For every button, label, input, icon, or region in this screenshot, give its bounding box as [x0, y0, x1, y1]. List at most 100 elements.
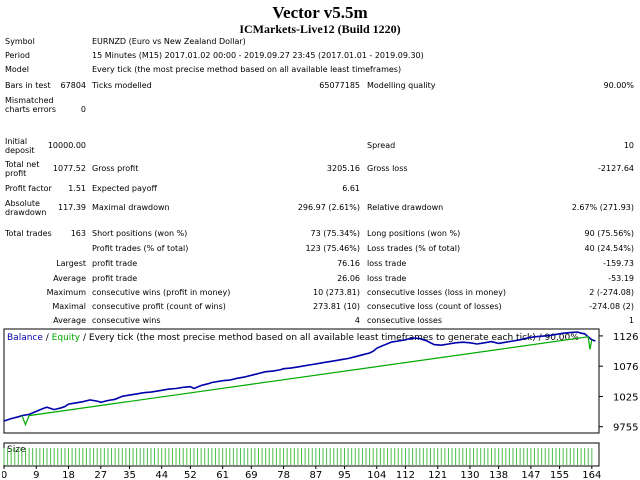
maximum-label: Maximum: [46, 288, 86, 297]
max-cons-wins-label: consecutive wins (profit in money): [92, 288, 231, 297]
profit-trades-label: Profit trades (% of total): [92, 244, 189, 253]
grossloss-value: -2127.64: [598, 164, 634, 173]
largest-profit-label: profit trade: [92, 259, 138, 268]
series-lines: [3, 331, 596, 427]
pf-label: Profit factor: [5, 184, 52, 193]
size-label: Size: [7, 445, 26, 455]
max-cons-losses-label: consecutive losses (loss in money): [367, 288, 507, 297]
maximal-loss-value: -274.08 (2): [589, 302, 634, 311]
max-cons-losses-value: 2 (-274.08): [589, 288, 634, 297]
balance-chart: Balance / Equity / Every tick (the most …: [2, 328, 638, 480]
reldd-label: Relative drawdown: [367, 203, 444, 212]
legend-rest: / Every tick (the most precise method ba…: [80, 333, 579, 343]
x-tick-label: 155: [550, 470, 569, 480]
largest-label: Largest: [56, 259, 86, 268]
model-label: Model: [5, 65, 30, 74]
netprofit-value: 1077.52: [52, 164, 86, 173]
spread-value: 10: [623, 141, 634, 150]
average-label: Average: [53, 274, 86, 283]
pf-value: 1.51: [68, 184, 86, 193]
deposit-value: 10000.00: [47, 141, 86, 150]
x-tick-label: 35: [123, 470, 136, 480]
average-profit-value: 26.06: [337, 274, 360, 283]
quality-value: 90.00%: [603, 81, 634, 90]
maxdd-value: 296.97 (2.61%): [297, 203, 360, 212]
symbol-label: Symbol: [5, 37, 35, 46]
average-profit-label: profit trade: [92, 274, 138, 283]
avg-cons-wins-value: 4: [354, 316, 360, 325]
trades-value: 163: [70, 229, 86, 238]
ep-value: 6.61: [342, 184, 360, 193]
spread-label: Spread: [367, 141, 396, 150]
maximal-profit-label: consecutive profit (count of wins): [92, 302, 226, 311]
x-tick-label: 27: [94, 470, 107, 480]
max-cons-wins-value: 10 (273.81): [313, 288, 360, 297]
largest-loss-label: loss trade: [367, 259, 407, 268]
x-tick-label: 121: [428, 470, 447, 480]
ep-label: Expected payoff: [92, 184, 157, 193]
period-value: 15 Minutes (M15) 2017.01.02 00:00 - 2019…: [92, 51, 424, 60]
grossprofit-label: Gross profit: [92, 164, 139, 173]
bars-label: Bars in test: [5, 81, 51, 90]
x-tick-label: 61: [216, 470, 229, 480]
x-tick-label: 78: [277, 470, 290, 480]
report-subtitle: ICMarkets-Live12 (Build 1220): [239, 22, 401, 36]
x-tick-label: 18: [62, 470, 75, 480]
x-tick-label: 95: [338, 470, 351, 480]
maxdd-label: Maximal drawdown: [92, 203, 170, 212]
x-tick-label: 130: [460, 470, 479, 480]
x-tick-label: 138: [489, 470, 508, 480]
x-tick-label: 104: [367, 470, 386, 480]
deposit-label: Initial deposit: [5, 137, 35, 155]
plot-frame: [3, 328, 600, 434]
short-label: Short positions (won %): [92, 229, 188, 238]
maximal-profit-value: 273.81 (10): [313, 302, 360, 311]
balance-chart-svg: Balance / Equity / Every tick (the most …: [2, 328, 638, 480]
period-label: Period: [5, 51, 30, 60]
netprofit-label: Total net profit: [5, 160, 40, 178]
x-axis: 0 9 18 27 35 44 52 61 69 78 87 95 104 112 121 130 138 147…: [2, 466, 601, 480]
report-title: Vector v5.5m: [272, 3, 368, 22]
model-value: Every tick (the most precise method base…: [92, 65, 402, 74]
y-tick-label: 10258: [613, 392, 638, 403]
symbol-value: EURNZD (Euro vs New Zealand Dollar): [92, 37, 246, 46]
average-loss-label: loss trade: [367, 274, 407, 283]
y-tick-label: 11265: [613, 332, 638, 343]
long-value: 90 (75.56%): [584, 229, 634, 238]
avg-cons-losses-value: 1: [628, 316, 634, 325]
legend-equity: Equity: [52, 333, 81, 343]
grossloss-label: Gross loss: [367, 164, 408, 173]
volume-bars: [3, 448, 593, 465]
largest-loss-value: -159.73: [603, 259, 634, 268]
absdd-value: 117.39: [58, 203, 86, 212]
x-tick-label: 112: [396, 470, 415, 480]
profit-trades-value: 123 (75.46%): [305, 244, 360, 253]
long-label: Long positions (won %): [367, 229, 461, 238]
chart-legend: Balance / Equity / Every tick (the most …: [7, 333, 579, 343]
loss-trades-value: 40 (24.54%): [584, 244, 634, 253]
mismatch-value: 0: [80, 105, 86, 114]
largest-profit-value: 76.16: [337, 259, 360, 268]
avg-cons-wins-label: consecutive wins: [92, 316, 161, 325]
trades-label: Total trades: [5, 229, 52, 238]
y-tick-label: 9755: [613, 423, 638, 434]
avg-cons-losses-label: consecutive losses: [367, 316, 443, 325]
series-line-equity: [21, 336, 593, 427]
mismatch-label: Mismatched charts errors: [5, 96, 57, 114]
x-tick-label: 0: [2, 470, 7, 480]
reldd-value: 2.67% (271.93): [571, 203, 634, 212]
ticks-label: Ticks modelled: [92, 81, 152, 90]
ticks-value: 65077185: [319, 81, 360, 90]
avg2-label: Average: [53, 316, 86, 325]
legend-sep: /: [43, 333, 52, 343]
report-table: Symbol EURNZD (Euro vs New Zealand Dolla…: [5, 37, 634, 325]
maximal-loss-label: consecutive loss (count of losses): [367, 302, 502, 311]
x-tick-label: 52: [184, 470, 197, 480]
series-line-balance: [3, 331, 596, 422]
x-tick-label: 147: [521, 470, 540, 480]
quality-label: Modelling quality: [367, 81, 436, 90]
grossprofit-value: 3205.16: [326, 164, 360, 173]
x-tick-label: 87: [309, 470, 322, 480]
